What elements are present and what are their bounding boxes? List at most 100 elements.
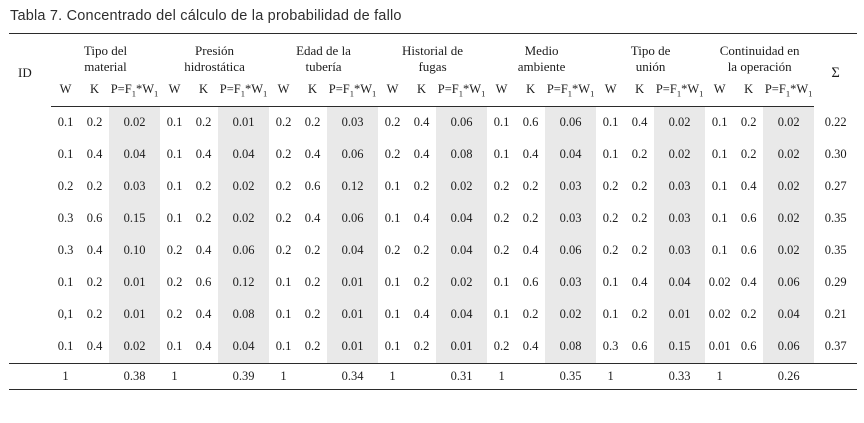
w-cell: 0.02 [708, 307, 731, 321]
k-cell: 0.2 [195, 211, 212, 225]
k-cell: 0.2 [631, 243, 648, 257]
k-cell: 0.2 [413, 339, 430, 353]
k-cell: 0.2 [522, 179, 539, 193]
p-cell: 0.04 [436, 202, 488, 235]
p-cell: 0.02 [763, 170, 815, 203]
k-cell: 0.4 [413, 211, 430, 225]
p-cell: 0.06 [545, 106, 597, 139]
subheader-w: W [705, 77, 735, 107]
p-cell: 0.02 [545, 298, 597, 331]
p-cell: 0.12 [327, 170, 379, 203]
w-cell: 0.2 [166, 307, 183, 321]
k-cell: 0.2 [86, 307, 103, 321]
w-cell: 0.2 [275, 211, 292, 225]
column-header-id: ID [18, 65, 32, 81]
w-cell: 1 [705, 362, 735, 389]
w-cell: 0.1 [275, 339, 292, 353]
w-cell: 0.2 [275, 147, 292, 161]
p-cell: 0.04 [218, 138, 270, 171]
sum-cell [814, 362, 858, 389]
table-row: 0.1 0.2 0.01 0.2 0.6 0.12 0.1 0.2 0.01 0.1 0.2 0.02… [9, 266, 857, 299]
group-header-material: Tipo del material [51, 34, 160, 78]
w-cell: 0.1 [275, 307, 292, 321]
k-cell: 0.2 [304, 115, 321, 129]
p-cell: 0.08 [545, 330, 597, 363]
w-cell: 0.1 [384, 179, 401, 193]
k-cell: 0.2 [195, 179, 212, 193]
w-cell: 1 [596, 362, 626, 389]
w-cell: 0.1 [711, 179, 728, 193]
p-cell: 0.10 [109, 234, 161, 267]
k-cell: 0.2 [86, 115, 103, 129]
k-cell: 0.4 [740, 179, 757, 193]
subheader-w: W [487, 77, 517, 107]
p-cell: 0.04 [654, 266, 706, 299]
k-cell: 0.2 [631, 147, 648, 161]
k-cell: 0.2 [631, 307, 648, 321]
k-cell: 0.4 [195, 339, 212, 353]
k-cell: 0.4 [631, 115, 648, 129]
group-label-line: fugas [418, 59, 447, 75]
w-cell: 0.1 [384, 339, 401, 353]
subheader-k: K [625, 77, 655, 107]
p-cell: 0.01 [109, 266, 161, 299]
k-cell: 0.4 [304, 211, 321, 225]
group-label-line: tubería [305, 59, 342, 75]
w-cell: 0,1 [57, 307, 74, 321]
w-cell: 0.3 [57, 243, 74, 257]
k-cell: 0.4 [195, 147, 212, 161]
w-cell: 0.2 [602, 179, 619, 193]
k-cell: 0.4 [522, 339, 539, 353]
k-cell: 0.4 [195, 307, 212, 321]
w-cell: 1 [378, 362, 408, 389]
w-cell: 0.1 [166, 147, 183, 161]
w-cell: 0.2 [602, 211, 619, 225]
w-cell: 0.1 [57, 275, 74, 289]
w-cell: 1 [51, 362, 80, 389]
p-cell: 0.06 [763, 266, 815, 299]
group-label-line: Tipo del [83, 43, 128, 58]
p-cell: 0.01 [654, 298, 706, 331]
p-cell: 0.02 [436, 266, 488, 299]
w-cell: 0.1 [166, 211, 183, 225]
k-cell: 0.2 [413, 179, 430, 193]
p-cell: 0.02 [763, 138, 815, 171]
w-cell: 0.1 [275, 275, 292, 289]
k-cell: 0.2 [304, 275, 321, 289]
w-cell: 0.3 [57, 211, 74, 225]
w-cell: 0.01 [708, 339, 731, 353]
id-cell [9, 267, 51, 299]
p-cell: 0.04 [218, 330, 270, 363]
subheader-p: P=F1*W1 [763, 77, 815, 107]
k-cell: 0.2 [631, 179, 648, 193]
p-cell: 0.06 [436, 106, 488, 139]
sum-cell: 0.29 [824, 275, 847, 289]
table-title: Tabla 7. Concentrado del cálculo de la p… [10, 8, 402, 24]
k-cell: 0.6 [522, 115, 539, 129]
w-cell: 0.2 [275, 243, 292, 257]
k-cell: 0.4 [631, 275, 648, 289]
table-row: 0.3 0.6 0.15 0.1 0.2 0.02 0.2 0.4 0.06 0.1 0.4 0.04… [9, 202, 857, 235]
p-cell: 0.08 [436, 138, 488, 171]
group-label-line: la operación [727, 59, 792, 75]
p-cell: 0.06 [218, 234, 270, 267]
subheader-k: K [298, 77, 328, 107]
k-cell: 0.2 [413, 243, 430, 257]
subheader-p: P=F1*W1 [327, 77, 379, 107]
k-cell: 0.2 [740, 307, 757, 321]
id-cell [9, 235, 51, 267]
w-cell: 1 [160, 362, 190, 389]
p-cell: 0.06 [545, 234, 597, 267]
id-cell [9, 203, 51, 235]
w-cell: 0.1 [384, 275, 401, 289]
w-cell: 0.2 [602, 243, 619, 257]
k-cell [80, 362, 109, 389]
table-row: 0.1 0.2 0.02 0.1 0.2 0.01 0.2 0.2 0.03 0.2 0.4 0.06… [9, 106, 857, 139]
p-cell: 0.04 [545, 138, 597, 171]
p-cell: 0.01 [218, 106, 270, 139]
w-cell: 0.02 [708, 275, 731, 289]
w-cell: 0.3 [602, 339, 619, 353]
k-cell: 0.4 [413, 147, 430, 161]
w-cell: 0.1 [493, 307, 510, 321]
group-header-medio: Medio ambiente [487, 34, 596, 78]
